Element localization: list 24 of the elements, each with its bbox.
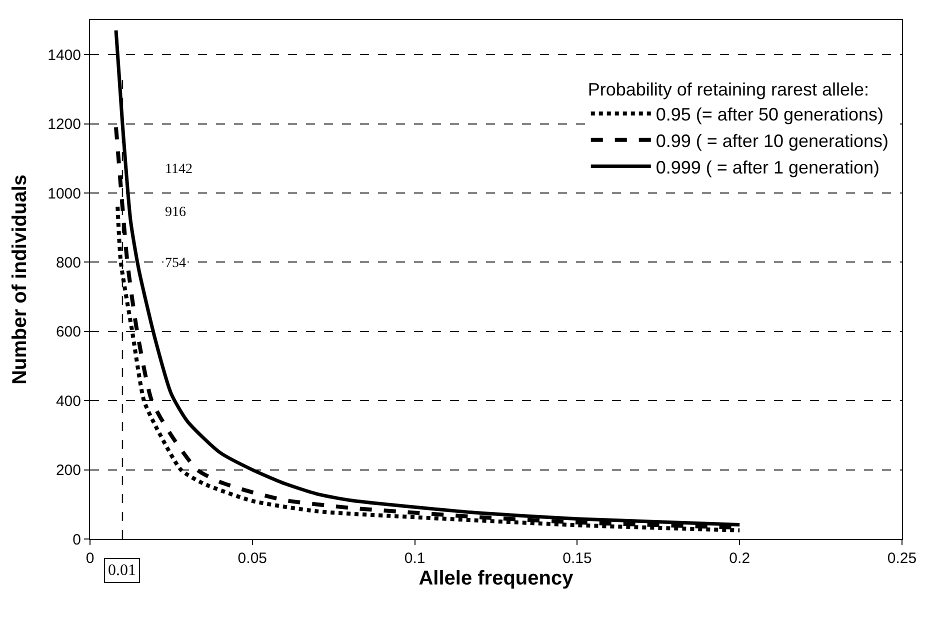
y-tick-label: 0 — [72, 531, 81, 548]
y-tick-label: 800 — [56, 254, 81, 272]
x-tick-label: 0.25 — [887, 550, 917, 567]
x-tick-label: 0.05 — [238, 550, 267, 567]
y-axis-title: Number of individuals — [9, 174, 32, 385]
x-tick-label: 0.1 — [404, 550, 426, 567]
annotation: 754 — [165, 256, 186, 271]
annotation: 916 — [165, 205, 186, 220]
y-tick-label: 1200 — [48, 116, 81, 134]
y-tick-label: 600 — [56, 324, 81, 341]
annotation: 1142 — [165, 162, 192, 177]
legend-label: 0.99 ( = after 10 generations) — [656, 130, 889, 151]
ref-line-label: 0.01 — [108, 562, 136, 579]
y-tick-label: 1400 — [48, 46, 81, 64]
x-tick-label: 0 — [86, 550, 94, 567]
legend-label: 0.999 ( = after 1 generation) — [656, 157, 880, 178]
legend-title: Probability of retaining rarest allele: — [588, 79, 870, 100]
y-tick-label: 1000 — [48, 185, 81, 202]
y-tick-label: 400 — [56, 392, 81, 410]
x-tick-label: 0.15 — [562, 550, 592, 567]
x-axis-title: Allele frequency — [418, 568, 574, 590]
legend-label: 0.95 (= after 50 generations) — [656, 104, 884, 125]
y-tick-label: 200 — [56, 462, 81, 480]
x-tick-label: 0.2 — [729, 550, 750, 567]
